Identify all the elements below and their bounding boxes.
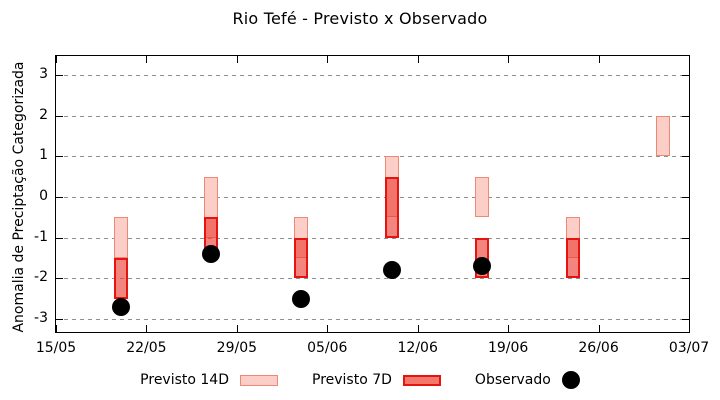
previsto-14d-box [475, 176, 490, 218]
y-tick-label: -3 [34, 310, 48, 327]
x-tick-label: 15/05 [35, 340, 77, 356]
observado-dot [111, 297, 130, 316]
x-tick-label: 12/06 [397, 340, 438, 356]
legend-label: Previsto 14D [140, 372, 229, 388]
gridline [56, 237, 689, 239]
x-tick-mark-bottom [417, 325, 419, 332]
y-tick-mark-right [682, 278, 689, 280]
x-tick-mark-top [327, 56, 329, 63]
x-tick-label: 22/05 [126, 340, 167, 356]
y-tick-label: 1 [39, 147, 48, 164]
x-tick-label: 29/05 [216, 340, 258, 356]
observado-dot [292, 289, 311, 308]
observado-dot [473, 257, 492, 276]
legend-item: Observado [475, 371, 580, 389]
x-tick-mark-top [417, 56, 419, 63]
y-tick-mark-left [56, 278, 63, 280]
legend-item: Previsto 14D [140, 372, 278, 388]
previsto-7d-box [565, 237, 580, 279]
y-tick-label: 0 [39, 188, 48, 204]
x-tick-mark-bottom [236, 325, 238, 332]
legend-item: Previsto 7D [312, 372, 441, 388]
x-tick-label: 19/06 [487, 340, 529, 356]
y-tick-mark-left [56, 115, 63, 117]
y-tick-mark-left [56, 74, 63, 76]
y-tick-label: -2 [34, 269, 48, 286]
x-tick-label: 03/07 [668, 340, 710, 356]
x-tick-mark-top [598, 56, 600, 63]
gridline [56, 74, 689, 76]
previsto-7d-box [384, 176, 399, 238]
x-tick-mark-top [236, 56, 238, 63]
gridline [56, 115, 689, 117]
legend-swatch-observado-dot [561, 371, 580, 389]
x-tick-mark-bottom [327, 325, 329, 332]
legend-swatch-previsto-14d [240, 374, 278, 386]
x-tick-mark-bottom [508, 325, 510, 332]
x-tick-mark-top [508, 56, 510, 63]
gridline [56, 197, 689, 198]
y-tick-label: 2 [39, 106, 48, 123]
legend-label: Observado [474, 372, 551, 388]
y-tick-mark-left [56, 197, 63, 198]
observado-dot [382, 261, 401, 280]
y-tick-mark-right [682, 197, 689, 198]
observado-dot [202, 244, 221, 263]
x-tick-mark-top [56, 56, 57, 63]
x-tick-mark-bottom [146, 325, 148, 332]
y-tick-label: -1 [34, 228, 48, 245]
previsto-14d-box [656, 115, 671, 157]
legend-swatch-previsto-7d [402, 374, 441, 386]
y-tick-mark-right [682, 74, 689, 76]
legend-label: Previsto 7D [312, 372, 392, 388]
x-tick-mark-bottom [56, 325, 57, 332]
y-tick-mark-right [682, 237, 689, 239]
x-tick-mark-top [689, 56, 690, 63]
previsto-7d-box [294, 237, 309, 279]
y-tick-label: 3 [39, 65, 48, 82]
y-tick-mark-left [56, 237, 63, 239]
y-tick-mark-left [56, 156, 63, 158]
gridline [56, 319, 689, 321]
chart-title: Rio Tefé - Previsto x Observado [232, 9, 488, 28]
y-tick-mark-right [682, 115, 689, 117]
previsto-7d-box [113, 258, 128, 299]
y-tick-mark-right [682, 319, 689, 321]
x-tick-label: 05/06 [307, 340, 348, 356]
y-tick-mark-left [56, 319, 63, 321]
gridline [56, 156, 689, 158]
x-tick-mark-top [146, 56, 148, 63]
y-tick-mark-right [682, 156, 689, 158]
plot-area: 15/05 22/05 29/05 05/06 12/06 19/06 26/06 03/07 [36, 55, 709, 356]
legend: Previsto 14D Previsto 7D Observado [0, 371, 720, 389]
x-tick-mark-bottom [689, 325, 690, 332]
previsto-14d-box [113, 217, 128, 259]
x-tick-label: 26/06 [578, 340, 619, 356]
x-tick-mark-bottom [598, 325, 600, 332]
gridline [56, 278, 689, 280]
